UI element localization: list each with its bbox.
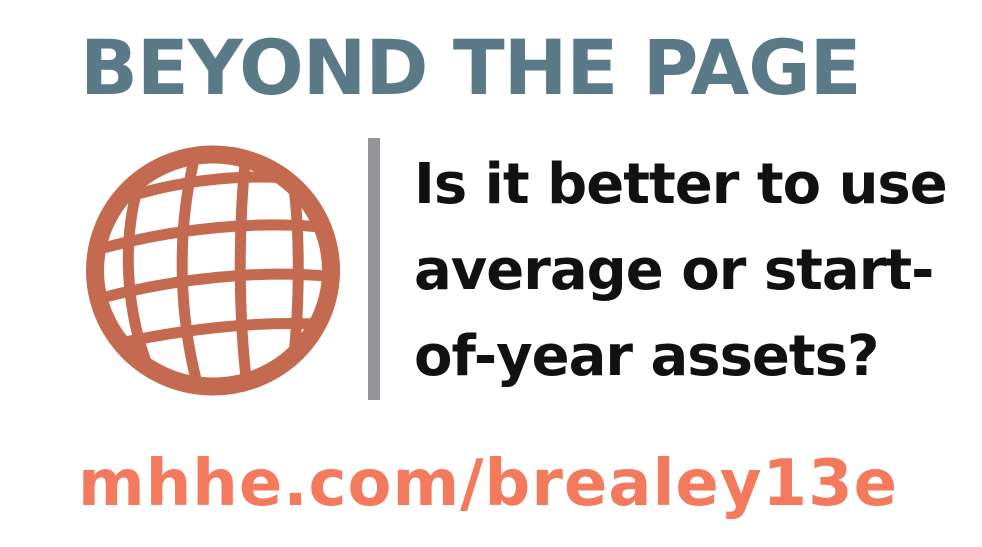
question-text: Is it better to use average or start- of…: [414, 142, 954, 400]
globe-icon: [86, 145, 340, 396]
page-title: BEYOND THE PAGE: [80, 23, 862, 112]
question-line-1: Is it better to use: [414, 152, 948, 217]
website-link[interactable]: mhhe.com/brealey13e: [78, 447, 898, 521]
question-line-2: average or start-: [414, 238, 934, 303]
vertical-divider: [368, 138, 380, 400]
question-line-3: of-year assets?: [414, 324, 880, 389]
